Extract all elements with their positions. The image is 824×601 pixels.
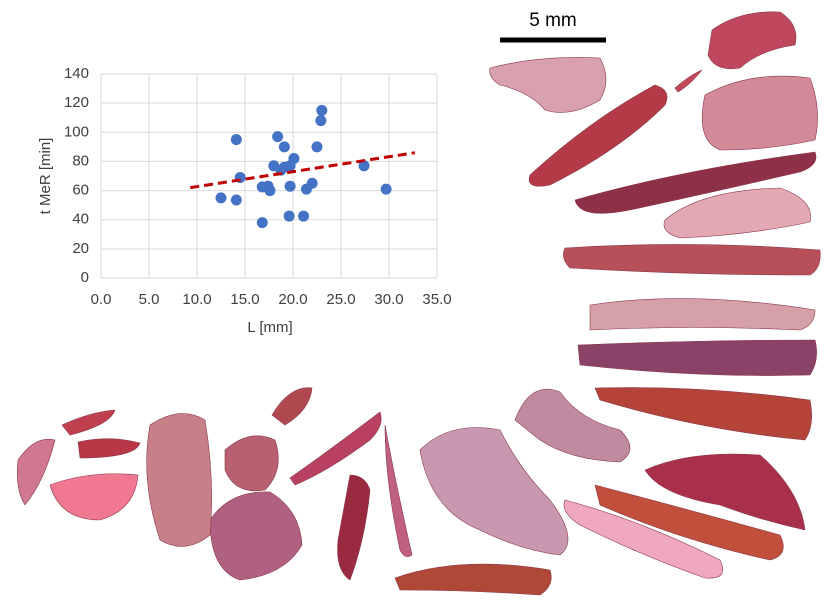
- y-tick-label: 40: [72, 211, 89, 228]
- point: [231, 134, 242, 145]
- x-tick-label: 0.0: [91, 291, 112, 308]
- tissue: [702, 76, 817, 150]
- trendline: [190, 153, 415, 188]
- tissue: [50, 474, 138, 520]
- tissue: [385, 425, 412, 557]
- y-tick-label: 80: [72, 152, 89, 169]
- point: [381, 184, 392, 195]
- tissue: [578, 340, 817, 376]
- point: [272, 131, 283, 142]
- point: [284, 211, 295, 222]
- x-tick-label: 5.0: [139, 291, 160, 308]
- point: [316, 105, 327, 116]
- point: [279, 141, 290, 152]
- tissue: [563, 244, 820, 275]
- tissue: [147, 414, 212, 547]
- y-tick-label: 100: [64, 123, 89, 140]
- x-tick-label: 10.0: [182, 291, 211, 308]
- tissue: [338, 475, 371, 580]
- tissue: [17, 439, 55, 505]
- x-tick-label: 35.0: [422, 291, 451, 308]
- tissue: [78, 439, 140, 458]
- figure: 5 mm t MeR [min] L [mm] 0 20 40 60 80 100 120 1…: [0, 0, 824, 601]
- tissue: [395, 564, 551, 595]
- tissue: [708, 12, 796, 69]
- y-tick-label: 0: [81, 269, 89, 286]
- x-tick-label: 30.0: [374, 291, 403, 308]
- tissue: [420, 428, 568, 556]
- tissue: [595, 388, 812, 441]
- point: [312, 141, 323, 152]
- tissue: [290, 412, 381, 485]
- tissue: [590, 299, 815, 330]
- tissue: [490, 57, 606, 112]
- y-tick-label: 140: [64, 65, 89, 82]
- point: [315, 115, 326, 126]
- tissue: [272, 388, 312, 425]
- tissue: [225, 436, 278, 491]
- scale-bar-label: 5 mm: [529, 10, 577, 31]
- y-tick-label: 60: [72, 182, 89, 199]
- point: [285, 181, 296, 192]
- y-tick-label: 120: [64, 94, 89, 111]
- x-tick-label: 15.0: [230, 291, 259, 308]
- tissue: [675, 70, 702, 92]
- point: [231, 195, 242, 206]
- tissue: [210, 492, 302, 580]
- y-tick-label: 20: [72, 240, 89, 257]
- tissue: [62, 410, 115, 435]
- point: [264, 185, 275, 196]
- y-axis-label: t MeR [min]: [37, 138, 54, 215]
- point: [288, 153, 299, 164]
- point: [257, 217, 268, 228]
- point: [307, 178, 318, 189]
- x-axis-label: L [mm]: [247, 319, 292, 336]
- x-tick-label: 25.0: [326, 291, 355, 308]
- point: [216, 192, 227, 203]
- point: [298, 211, 309, 222]
- x-tick-label: 20.0: [278, 291, 307, 308]
